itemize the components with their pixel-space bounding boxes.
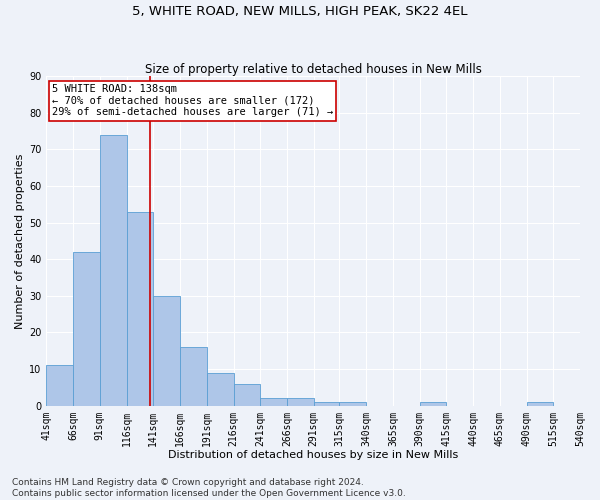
- Text: 5 WHITE ROAD: 138sqm
← 70% of detached houses are smaller (172)
29% of semi-deta: 5 WHITE ROAD: 138sqm ← 70% of detached h…: [52, 84, 333, 117]
- Bar: [154, 296, 180, 406]
- Bar: [100, 134, 127, 406]
- Bar: [287, 398, 314, 406]
- Bar: [180, 347, 207, 406]
- Bar: [233, 384, 260, 406]
- Bar: [46, 366, 73, 406]
- X-axis label: Distribution of detached houses by size in New Mills: Distribution of detached houses by size …: [168, 450, 458, 460]
- Bar: [527, 402, 553, 406]
- Bar: [314, 402, 340, 406]
- Bar: [207, 373, 233, 406]
- Bar: [73, 252, 100, 406]
- Bar: [260, 398, 287, 406]
- Y-axis label: Number of detached properties: Number of detached properties: [15, 153, 25, 328]
- Title: Size of property relative to detached houses in New Mills: Size of property relative to detached ho…: [145, 63, 482, 76]
- Text: 5, WHITE ROAD, NEW MILLS, HIGH PEAK, SK22 4EL: 5, WHITE ROAD, NEW MILLS, HIGH PEAK, SK2…: [132, 5, 468, 18]
- Bar: [340, 402, 366, 406]
- Bar: [127, 212, 154, 406]
- Bar: [419, 402, 446, 406]
- Text: Contains HM Land Registry data © Crown copyright and database right 2024.
Contai: Contains HM Land Registry data © Crown c…: [12, 478, 406, 498]
